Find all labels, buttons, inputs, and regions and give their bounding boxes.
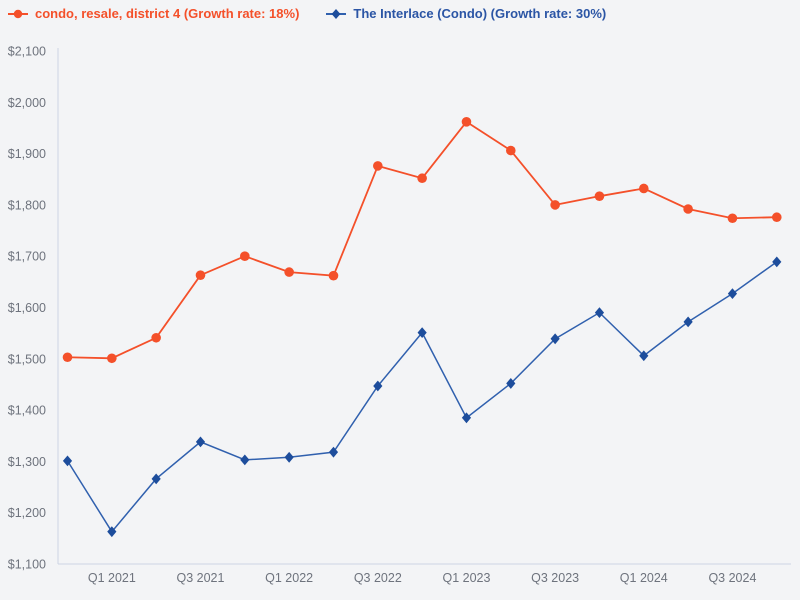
data-point-marker	[506, 378, 516, 389]
data-point-marker	[328, 270, 339, 281]
x-tick-label: Q3 2021	[177, 571, 225, 585]
x-tick-label: Q3 2024	[708, 571, 756, 585]
y-tick-label: $1,200	[8, 506, 46, 520]
y-tick-label: $1,900	[8, 147, 46, 161]
data-point-marker	[195, 270, 206, 280]
data-point-marker	[461, 412, 472, 424]
data-point-marker	[550, 200, 560, 210]
data-point-marker	[461, 116, 472, 127]
data-point-marker	[417, 173, 427, 184]
data-point-marker	[417, 327, 427, 339]
y-tick-label: $2,000	[8, 96, 46, 110]
data-point-marker	[594, 191, 605, 201]
x-tick-label: Q3 2022	[354, 571, 402, 585]
data-point-marker	[639, 350, 649, 362]
data-point-marker	[195, 436, 206, 448]
y-tick-label: $1,400	[8, 404, 46, 418]
y-tick-label: $1,100	[8, 558, 46, 572]
data-point-marker	[373, 380, 383, 392]
y-tick-label: $1,500	[8, 352, 46, 366]
legend-item-interlace[interactable]: The Interlace (Condo) (Growth rate: 30%)	[326, 6, 606, 21]
data-point-marker	[107, 353, 117, 364]
legend-label-district-4: condo, resale, district 4 (Growth rate: …	[35, 6, 300, 21]
data-point-marker	[284, 451, 294, 463]
line-circle-legend-icon	[8, 9, 28, 18]
data-point-marker	[772, 256, 782, 268]
data-point-marker	[771, 212, 782, 223]
data-point-marker	[240, 251, 250, 261]
data-point-marker	[62, 455, 73, 467]
legend-label-interlace: The Interlace (Condo) (Growth rate: 30%)	[353, 6, 607, 21]
series-line-1	[66, 261, 778, 533]
x-tick-label: Q1 2024	[620, 571, 668, 585]
data-point-marker	[683, 316, 693, 328]
data-point-marker	[506, 145, 516, 156]
data-point-marker	[727, 213, 738, 224]
data-point-marker	[151, 473, 161, 485]
data-point-marker	[727, 288, 738, 300]
data-point-marker	[151, 332, 161, 343]
data-point-marker	[328, 446, 339, 458]
y-tick-label: $1,300	[8, 455, 46, 469]
data-point-marker	[550, 333, 560, 345]
line-diamond-legend-icon	[326, 8, 347, 19]
x-tick-label: Q1 2022	[265, 571, 313, 585]
chart-legend: condo, resale, district 4 (Growth rate: …	[8, 6, 606, 21]
y-tick-label: $1,600	[8, 301, 46, 315]
data-point-marker	[284, 267, 294, 277]
x-tick-label: Q1 2023	[442, 571, 490, 585]
data-point-marker	[240, 454, 250, 466]
y-tick-label: $1,800	[8, 198, 46, 212]
data-point-marker	[638, 183, 649, 194]
x-tick-label: Q3 2023	[531, 571, 579, 585]
data-point-marker	[107, 526, 117, 538]
y-tick-label: $1,700	[8, 250, 46, 264]
data-point-marker	[62, 352, 73, 363]
y-tick-label: $2,100	[8, 45, 46, 59]
legend-item-district-4[interactable]: condo, resale, district 4 (Growth rate: …	[8, 6, 299, 21]
data-point-marker	[373, 161, 383, 171]
x-tick-label: Q1 2021	[88, 571, 136, 585]
data-point-marker	[683, 204, 693, 214]
data-point-marker	[594, 307, 605, 319]
series-line-0	[67, 120, 777, 360]
